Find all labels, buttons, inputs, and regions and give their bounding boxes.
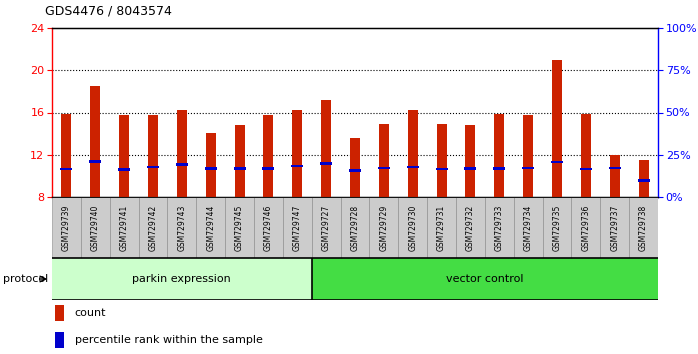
Text: GSM729738: GSM729738	[639, 204, 648, 251]
Bar	[408, 110, 418, 197]
Bar	[609, 155, 620, 197]
Bar	[350, 138, 360, 197]
Bar	[542, 197, 572, 258]
Bar	[205, 167, 217, 170]
Bar	[139, 197, 168, 258]
Bar	[55, 332, 64, 348]
Bar	[523, 115, 533, 197]
Bar	[196, 197, 225, 258]
Bar	[312, 197, 341, 258]
Text: GSM729740: GSM729740	[91, 204, 100, 251]
Bar	[464, 167, 477, 170]
Text: GSM729729: GSM729729	[379, 204, 388, 251]
Bar	[60, 168, 73, 170]
Text: GSM729747: GSM729747	[292, 204, 302, 251]
Bar	[379, 124, 389, 197]
Bar	[110, 197, 139, 258]
Bar	[456, 197, 485, 258]
Bar	[147, 166, 159, 168]
Bar	[494, 114, 505, 197]
Bar	[320, 162, 332, 165]
Text: GSM729742: GSM729742	[149, 204, 158, 251]
Bar	[341, 197, 369, 258]
Bar	[254, 197, 283, 258]
Bar	[639, 160, 648, 197]
Bar	[407, 166, 419, 168]
Text: GSM729735: GSM729735	[553, 204, 561, 251]
Bar	[283, 197, 312, 258]
Bar	[629, 197, 658, 258]
Text: percentile rank within the sample: percentile rank within the sample	[75, 335, 262, 345]
Text: GSM729739: GSM729739	[62, 204, 71, 251]
Bar	[514, 197, 542, 258]
Bar	[580, 168, 592, 170]
Bar	[176, 163, 188, 166]
Text: count: count	[75, 308, 106, 318]
Bar	[572, 197, 600, 258]
Text: GSM729730: GSM729730	[408, 204, 417, 251]
Bar	[52, 197, 81, 258]
Bar	[225, 197, 254, 258]
Bar	[206, 132, 216, 197]
Bar	[552, 60, 562, 197]
Bar	[81, 197, 110, 258]
Text: GSM729727: GSM729727	[322, 204, 331, 251]
Bar	[234, 167, 246, 170]
Bar	[148, 115, 158, 197]
Bar	[52, 258, 312, 300]
Bar	[61, 114, 71, 197]
Text: GSM729743: GSM729743	[177, 204, 186, 251]
Bar	[89, 160, 101, 163]
Text: GSM729731: GSM729731	[437, 204, 446, 251]
Text: parkin expression: parkin expression	[133, 274, 231, 284]
Text: GSM729745: GSM729745	[235, 204, 244, 251]
Bar	[168, 197, 196, 258]
Bar	[600, 197, 629, 258]
Bar	[485, 197, 514, 258]
Bar	[263, 115, 274, 197]
Text: GSM729746: GSM729746	[264, 204, 273, 251]
Bar	[235, 125, 244, 197]
Bar	[466, 125, 475, 197]
Bar	[436, 168, 447, 170]
Bar	[90, 86, 101, 197]
Bar	[551, 161, 563, 164]
Bar	[427, 197, 456, 258]
Text: GSM729734: GSM729734	[524, 204, 533, 251]
Text: GDS4476 / 8043574: GDS4476 / 8043574	[45, 5, 172, 18]
Text: GSM729733: GSM729733	[495, 204, 504, 251]
Bar	[369, 197, 399, 258]
Bar	[493, 167, 505, 170]
Bar	[378, 167, 390, 169]
Bar	[321, 100, 331, 197]
Bar	[609, 167, 621, 169]
Text: GSM729728: GSM729728	[350, 205, 359, 251]
Bar	[55, 306, 64, 320]
Bar	[349, 169, 361, 172]
Text: GSM729732: GSM729732	[466, 204, 475, 251]
Bar	[399, 197, 427, 258]
Text: protocol: protocol	[3, 274, 49, 284]
Text: GSM729744: GSM729744	[206, 204, 215, 251]
Bar	[291, 165, 304, 167]
Bar	[262, 167, 274, 170]
Bar	[119, 115, 129, 197]
Text: GSM729741: GSM729741	[119, 204, 128, 251]
Bar	[292, 110, 302, 197]
Bar	[522, 167, 534, 169]
Text: GSM729736: GSM729736	[581, 204, 591, 251]
Bar	[312, 258, 658, 300]
Text: GSM729737: GSM729737	[610, 204, 619, 251]
Bar	[177, 110, 187, 197]
Bar	[118, 168, 131, 171]
Bar	[581, 114, 591, 197]
Bar	[436, 124, 447, 197]
Bar	[637, 179, 650, 182]
Text: vector control: vector control	[446, 274, 524, 284]
